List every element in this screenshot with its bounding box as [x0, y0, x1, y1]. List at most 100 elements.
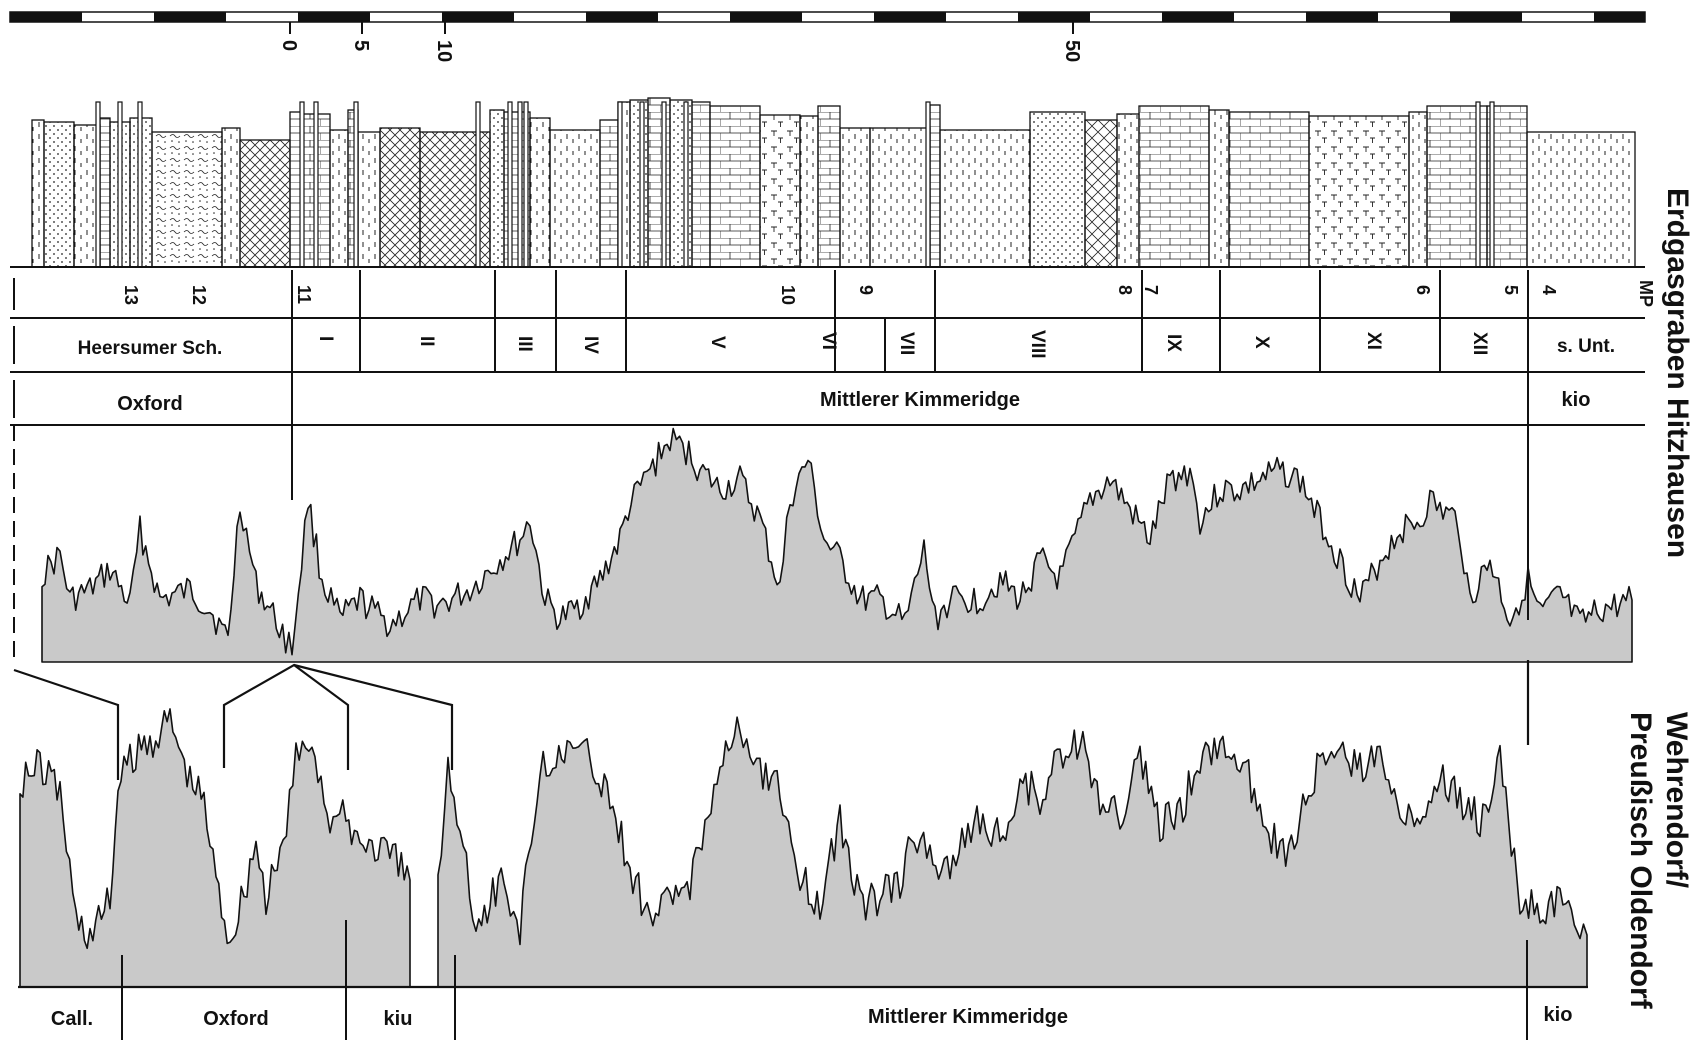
stage-label: Oxford: [203, 1008, 269, 1030]
lithology-marker-bed: [507, 101, 513, 268]
scale-segment: [442, 12, 514, 22]
unit-label: VII: [896, 332, 917, 355]
lithology-bed: [1029, 111, 1086, 268]
unit-label: VI: [818, 332, 839, 350]
lithology-bed: [869, 127, 931, 268]
lithology-marker-bed: [475, 101, 481, 268]
lithology-bed: [929, 104, 941, 268]
unit-label: II: [416, 336, 437, 347]
lithology-bed: [549, 129, 601, 268]
lithology-bed: [239, 139, 291, 268]
marker-point-label: 8: [1115, 285, 1135, 295]
scale-segment: [1018, 12, 1090, 22]
marker-point-label: 5: [1501, 285, 1521, 295]
lower-section-title: Wehrendorf/ Preußisch Oldendorf: [1622, 712, 1694, 1009]
lithology-marker-bed: [117, 101, 123, 268]
scale-segment: [730, 12, 802, 22]
scale-segment: [1594, 12, 1645, 22]
lower-log-curve: [19, 708, 1588, 988]
lithology-bed: [43, 121, 75, 268]
scale-tick-label: 50: [1061, 40, 1083, 62]
lithology-bed: [817, 105, 841, 268]
lithology-bed: [1138, 105, 1210, 268]
scale-segment: [1162, 12, 1234, 22]
scale-tick-label: 0: [278, 40, 300, 51]
lithology-bed: [1228, 111, 1310, 268]
lithology-bed: [647, 97, 671, 268]
lithology-bed: [1408, 111, 1428, 268]
unit-label: III: [514, 336, 535, 352]
unit-row: Heersumer Sch. I II III IV V VI VII VIII…: [10, 318, 1645, 373]
marker-point-label: 11: [294, 285, 314, 304]
unit-label: IV: [580, 336, 601, 354]
lithology-bed: [1084, 119, 1118, 268]
unit-label: X: [1251, 336, 1272, 349]
lithology-bed: [151, 131, 223, 268]
marker-point-label: 12: [189, 285, 209, 305]
lithology-bed: [1526, 131, 1636, 268]
lithology-bed: [221, 127, 241, 268]
unit-label: V: [707, 336, 728, 349]
lithology-bed: [1116, 113, 1140, 268]
marker-point-label: 6: [1413, 285, 1433, 295]
lithology-marker-bed: [137, 101, 143, 268]
lithology-bed: [669, 99, 693, 268]
unit-label: Heersumer Sch.: [78, 338, 223, 359]
upper-stage-row: Oxford Mittlerer Kimmeridge kio: [10, 372, 1645, 426]
scale-bar: 0 5 10 50: [9, 11, 1646, 62]
marker-point-label: 7: [1141, 285, 1161, 295]
stage-label: kio: [1544, 1004, 1573, 1026]
lithology-bed: [379, 127, 421, 268]
scale-segment: [298, 12, 370, 22]
lithology-marker-bed: [517, 101, 523, 268]
marker-point-label: 10: [778, 285, 798, 305]
lithology-bed: [799, 115, 819, 268]
lithology-bed: [357, 131, 381, 268]
marker-point-label: 4: [1539, 285, 1559, 295]
marker-point-label: 13: [121, 285, 141, 305]
upper-log-curve: [13, 425, 1633, 663]
lithology-marker-bed: [523, 101, 529, 268]
lithology-marker-bed: [661, 101, 667, 268]
lithology-bed: [839, 127, 871, 268]
lithology-bed: [939, 129, 1031, 268]
lithology-marker-bed: [299, 101, 305, 268]
lithology-marker-bed: [683, 101, 689, 268]
lower-section-title-line2: Preußisch Oldendorf: [1624, 712, 1657, 1009]
unit-label: I: [315, 336, 336, 341]
scale-segment: [10, 12, 82, 22]
stage-label: Oxford: [117, 393, 183, 415]
lithology-bed: [599, 119, 619, 268]
lithology-marker-bed: [1489, 101, 1495, 268]
scale-segment: [1450, 12, 1522, 22]
lithology-bed: [709, 105, 761, 268]
lithology-bed: [691, 101, 711, 268]
stage-label: Call.: [51, 1008, 93, 1030]
marker-point-label: MP: [1636, 280, 1656, 307]
lithology-marker-bed: [925, 101, 931, 268]
lithology-marker-bed: [353, 101, 359, 268]
lithology-marker-bed: [1475, 101, 1481, 268]
lower-stage-row: Call. Oxford kiu Mittlerer Kimmeridge ki…: [18, 920, 1588, 1040]
scale-segment: [586, 12, 658, 22]
lithology-bed: [629, 99, 649, 268]
unit-label: IX: [1163, 334, 1184, 352]
marker-point-row: 13 12 11 10 9 8 7 6 5 4 MP: [10, 270, 1656, 319]
scale-tick-label: 10: [433, 40, 455, 62]
unit-label: VIII: [1027, 330, 1048, 359]
upper-section-title: Erdgasgraben Hitzhausen: [1661, 188, 1694, 559]
scale-segment: [874, 12, 946, 22]
scale-tick-label: 5: [350, 40, 372, 51]
lithology-bed: [529, 117, 551, 268]
lithology-marker-bed: [313, 101, 319, 268]
lithology-bed: [1208, 109, 1230, 268]
stage-label: kiu: [384, 1008, 413, 1030]
lithology-bed: [759, 114, 801, 268]
stage-label: Mittlerer Kimmeridge: [868, 1006, 1068, 1028]
lithology-bed: [329, 129, 349, 268]
lithology-marker-bed: [95, 101, 101, 268]
stage-label: Mittlerer Kimmeridge: [820, 389, 1020, 411]
scale-segment: [1306, 12, 1378, 22]
correlation-lines: [13, 660, 1530, 780]
